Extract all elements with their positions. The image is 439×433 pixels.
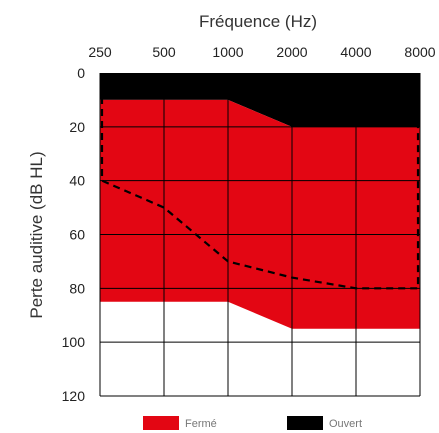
dashed-outline [100,73,420,290]
x-tick-label: 2000 [276,44,307,60]
legend-label-ouvert: Ouvert [329,418,362,430]
x-tick-label: 8000 [404,44,435,60]
x-tick-label: 500 [152,44,176,60]
x-tick-label: 1000 [212,44,243,60]
band-ouvert [100,73,420,127]
plot-area [99,73,421,397]
legend-label-ferme: Fermé [185,418,217,430]
y-tick-label: 120 [62,388,86,404]
x-tick-label: 250 [88,44,112,60]
y-tick-label: 60 [69,227,85,243]
y-tick-label: 80 [69,280,85,296]
y-axis-title: Perte auditive (dB HL) [27,151,46,318]
y-tick-label: 0 [77,65,85,81]
legend-swatch-ouvert [287,416,323,430]
band-ferme [100,99,420,329]
legend: Fermé Ouvert [143,416,362,430]
y-tick-label: 100 [62,334,86,350]
y-tick-label: 40 [69,173,85,189]
y-tick-labels: 0 20 40 60 80 100 120 [62,65,86,404]
y-tick-label: 20 [69,119,85,135]
legend-swatch-ferme [143,416,179,430]
x-tick-labels: 250 500 1000 2000 4000 8000 [88,44,435,60]
x-axis-title: Fréquence (Hz) [199,12,317,31]
x-tick-label: 4000 [340,44,371,60]
